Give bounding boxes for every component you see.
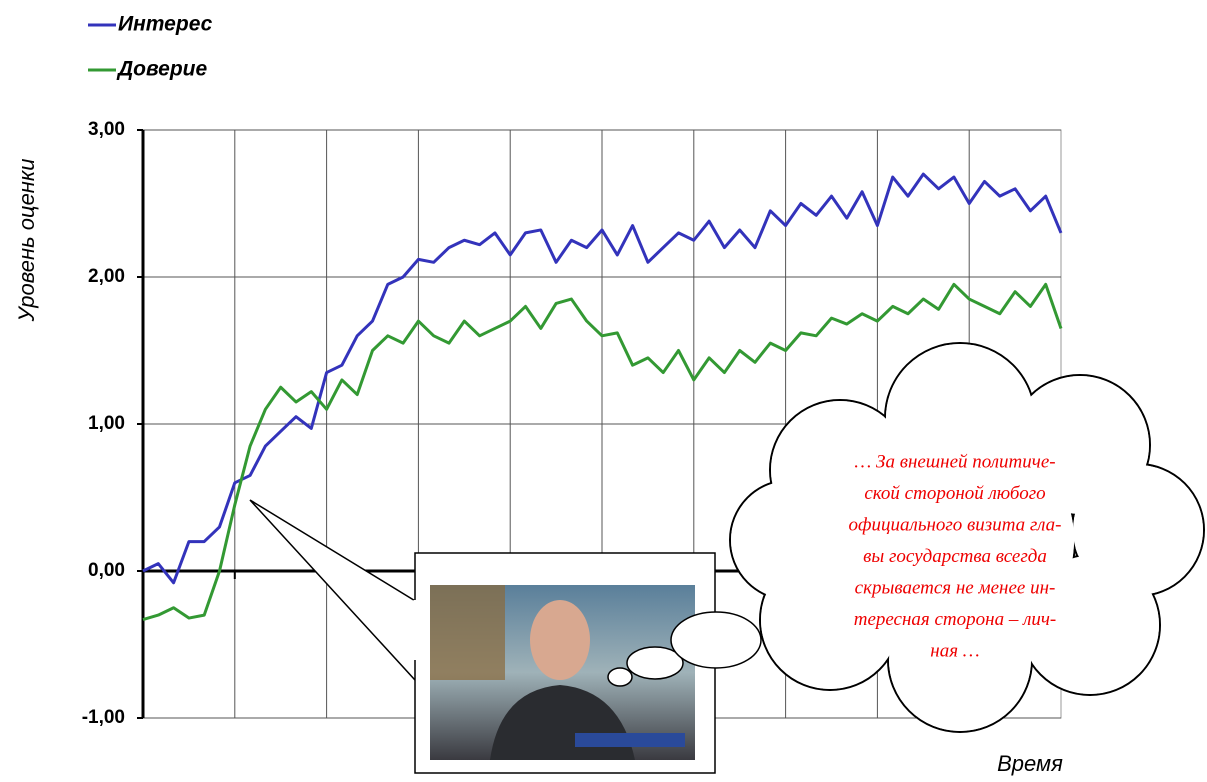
series-line [142, 282, 1063, 621]
thought-bubble [626, 646, 684, 680]
y-tick-label: 0,00 [88, 560, 125, 581]
photo-frame-art [430, 585, 505, 680]
cloud-text: ная … [930, 640, 979, 661]
cloud-text: тересная сторона – лич- [854, 609, 1057, 630]
x-axis-label: Время [997, 751, 1063, 776]
y-tick-label: 3,00 [88, 119, 125, 140]
y-tick-label: 2,00 [88, 266, 125, 287]
cloud-fill [846, 426, 1074, 654]
cloud-text: скрывается не менее ин- [855, 577, 1056, 598]
photo-face [530, 600, 590, 680]
cloud-text: ской стороной любого [864, 483, 1045, 504]
thought-bubble [607, 667, 633, 687]
y-axis-label: Уровень оценки [14, 158, 39, 322]
cloud-fill [731, 481, 849, 599]
y-tick-label: 1,00 [88, 413, 125, 434]
legend-label: Интерес [118, 13, 213, 36]
cloud [729, 342, 1205, 733]
series-line [142, 172, 1063, 585]
y-tick-label: -1,00 [82, 707, 125, 728]
photo-caption-bar [575, 733, 685, 747]
legend-label: Доверие [116, 58, 207, 81]
cloud-text: официального визита гла- [849, 514, 1062, 535]
thought-bubble [670, 611, 762, 669]
cloud-text: вы государства всегда [863, 546, 1047, 567]
cloud-text: … За внешней политиче- [854, 451, 1055, 472]
